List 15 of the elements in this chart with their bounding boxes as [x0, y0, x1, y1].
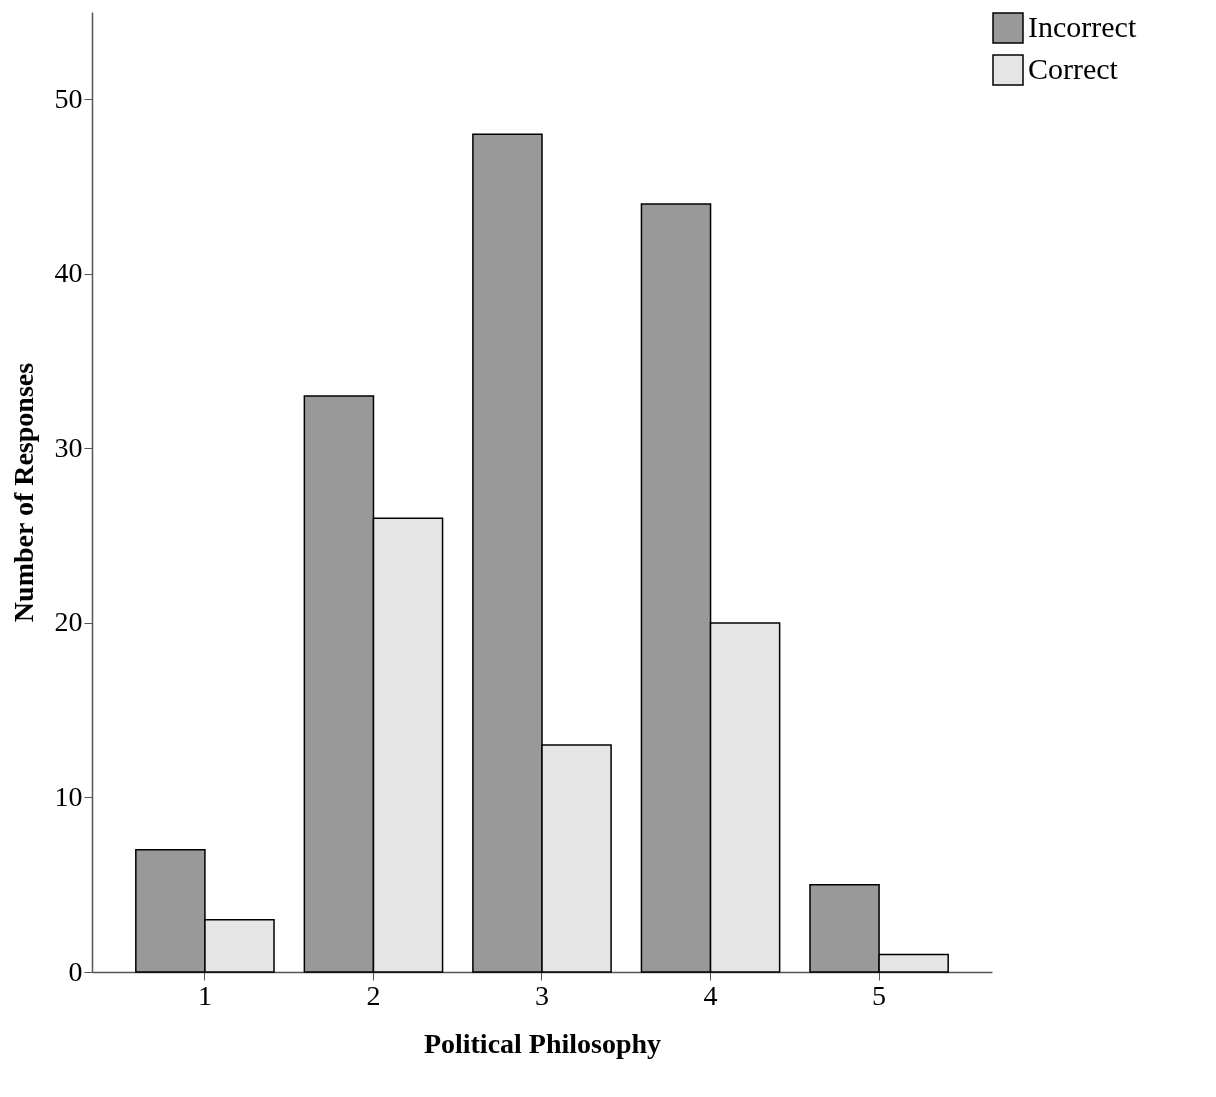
x-axis-title: Political Philosophy [423, 1027, 662, 1059]
y-axis-title: Number of Responses [7, 362, 39, 623]
x-tick-label: 4 [703, 979, 718, 1011]
legend-label: Incorrect [1028, 10, 1137, 43]
x-tick-label: 2 [366, 979, 381, 1011]
y-tick-label: 40 [54, 257, 83, 289]
y-tick-label: 30 [54, 431, 83, 463]
y-tick-label: 0 [68, 955, 83, 987]
x-tick-label: 5 [872, 979, 887, 1011]
x-tick-label: 1 [197, 979, 212, 1011]
legend-label: Correct [1028, 52, 1119, 85]
y-tick-label: 10 [54, 780, 83, 812]
y-tick-label: 50 [54, 82, 83, 114]
y-tick-label: 20 [54, 606, 83, 638]
x-tick-label: 3 [535, 979, 549, 1011]
